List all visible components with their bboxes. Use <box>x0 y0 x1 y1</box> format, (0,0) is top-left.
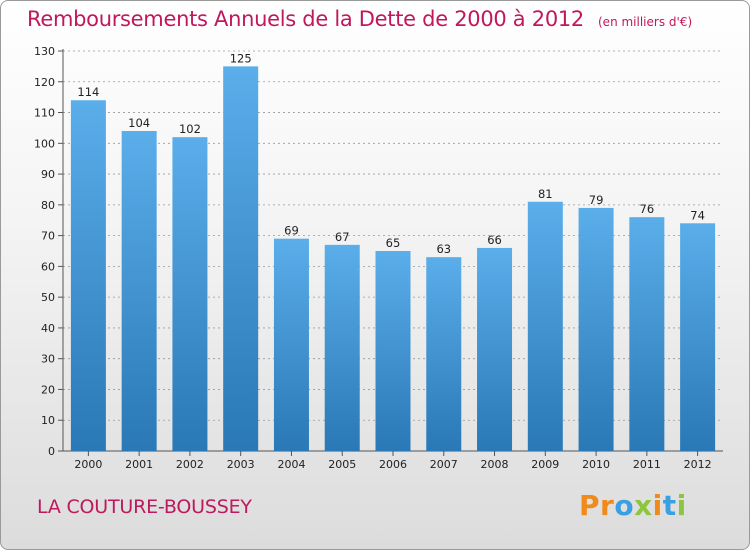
y-tick-label: 100 <box>34 137 55 150</box>
x-tick-label-2012: 2012 <box>684 458 712 471</box>
place-name: LA COUTURE-BOUSSEY <box>37 496 252 518</box>
logo-letter: t <box>662 489 677 522</box>
x-tick-label-2004: 2004 <box>277 458 305 471</box>
data-label-2000: 114 <box>77 85 99 99</box>
bar-2009 <box>527 201 563 451</box>
data-labels: 114 104 102 125 69 67 65 63 66 81 79 76 74 <box>77 51 705 256</box>
data-label-2012: 74 <box>690 208 705 222</box>
bar-2011 <box>629 217 665 451</box>
y-tick-label: 70 <box>41 230 55 243</box>
data-label-2010: 79 <box>589 193 604 207</box>
data-label-2009: 81 <box>538 187 553 201</box>
bar-2012 <box>680 223 716 451</box>
bar-2000 <box>70 100 106 451</box>
bar-2005 <box>324 244 360 451</box>
axes: 0 10 20 30 40 50 60 70 80 90 100 110 120 130 2000 2001 2… <box>34 45 723 471</box>
y-tick-label: 110 <box>34 107 55 120</box>
x-tick-label-2003: 2003 <box>227 458 255 471</box>
x-tick-label-2011: 2011 <box>633 458 661 471</box>
y-tick-label: 60 <box>41 260 55 273</box>
chart-title: Remboursements Annuels de la Dette de 20… <box>27 7 584 31</box>
logo-letter: o <box>614 489 635 522</box>
x-tick-label-2010: 2010 <box>582 458 610 471</box>
x-tick-label-2006: 2006 <box>379 458 407 471</box>
logo-letter: i <box>652 489 663 522</box>
logo-letter: r <box>600 489 615 522</box>
bar-2002 <box>172 137 208 451</box>
x-tick-label-2002: 2002 <box>176 458 204 471</box>
logo-letter: x <box>634 489 653 522</box>
data-label-2002: 102 <box>179 122 201 136</box>
x-tick-label-2007: 2007 <box>430 458 458 471</box>
y-tick-label: 130 <box>34 45 55 58</box>
data-label-2003: 125 <box>230 51 252 65</box>
bar-2001 <box>121 131 157 451</box>
data-label-2005: 67 <box>335 230 350 244</box>
y-tick-label: 90 <box>41 168 55 181</box>
y-tick-label: 120 <box>34 76 55 89</box>
data-label-2001: 104 <box>128 116 150 130</box>
bar-2010 <box>578 207 614 451</box>
bar-2008 <box>477 247 513 451</box>
y-tick-label: 30 <box>41 353 55 366</box>
y-tick-label: 20 <box>41 383 55 396</box>
logo-letter: i <box>676 489 687 522</box>
data-label-2007: 63 <box>436 242 451 256</box>
y-tick-label: 40 <box>41 322 55 335</box>
y-tick-label: 50 <box>41 291 55 304</box>
bar-2003 <box>223 66 259 451</box>
bar-2004 <box>273 238 309 451</box>
y-tick-label: 80 <box>41 199 55 212</box>
x-tick-label-2009: 2009 <box>531 458 559 471</box>
bar-2006 <box>375 251 411 451</box>
x-tick-label-2005: 2005 <box>328 458 356 471</box>
y-tick-label: 10 <box>41 414 55 427</box>
title-row: Remboursements Annuels de la Dette de 20… <box>27 7 692 31</box>
data-label-2008: 66 <box>487 233 502 247</box>
x-tick-label-2008: 2008 <box>481 458 509 471</box>
bar-2007 <box>426 257 462 451</box>
bars <box>70 66 716 451</box>
logo-letter: P <box>579 489 601 522</box>
x-tick-label-2001: 2001 <box>125 458 153 471</box>
data-label-2004: 69 <box>284 224 299 238</box>
x-tick-label-2000: 2000 <box>74 458 102 471</box>
y-tick-label: 0 <box>48 445 55 458</box>
data-label-2006: 65 <box>386 236 401 250</box>
data-label-2011: 76 <box>640 202 655 216</box>
proxiti-logo[interactable]: Proxiti <box>579 489 687 522</box>
chart-unit: (en milliers d'€) <box>598 15 693 29</box>
